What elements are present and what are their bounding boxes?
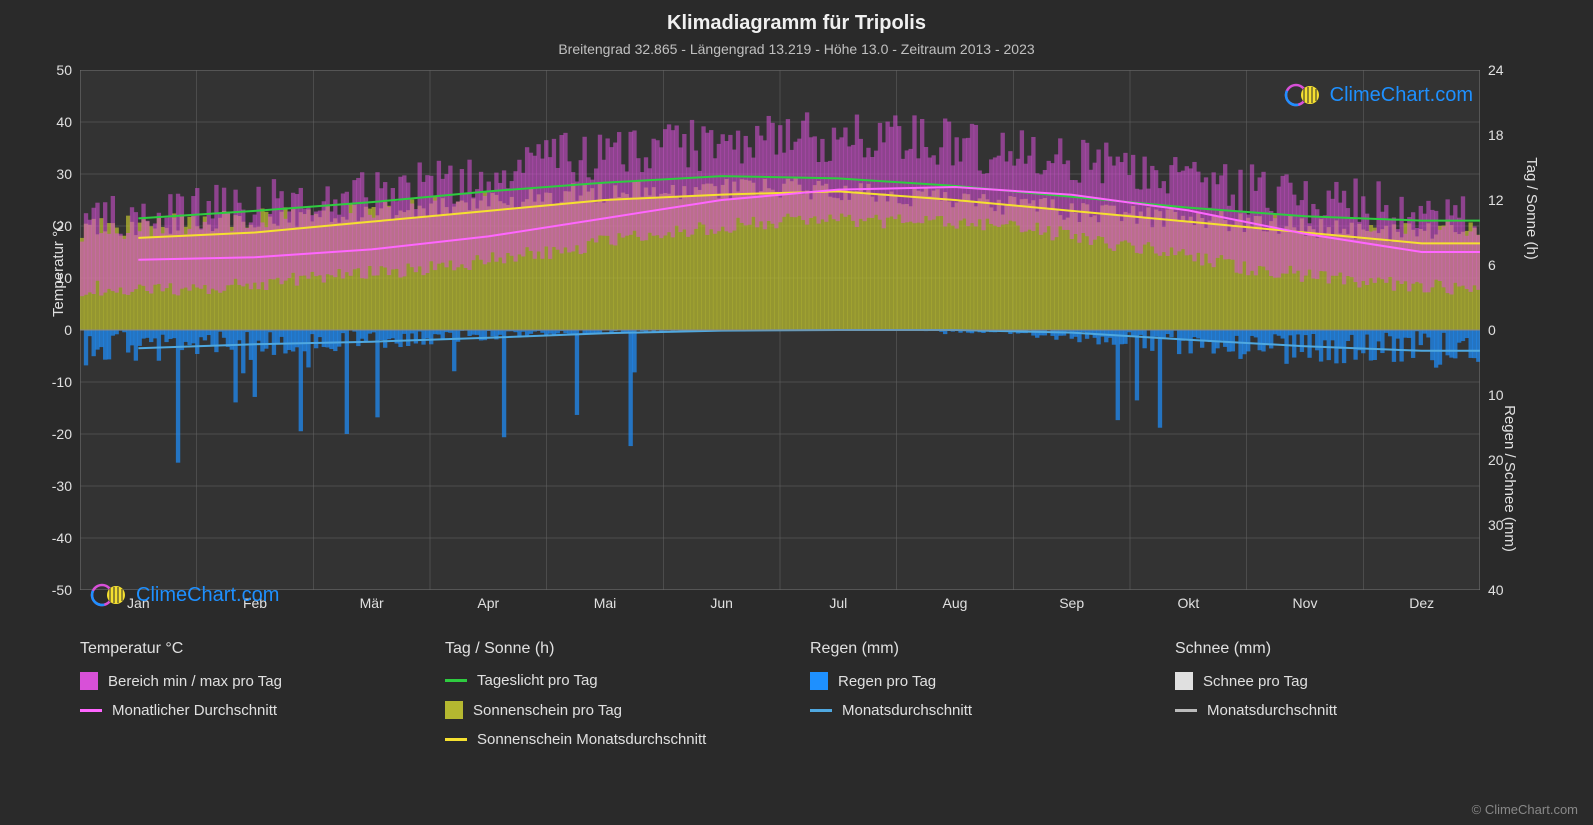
legend-label: Monatlicher Durchschnitt — [112, 702, 277, 719]
legend-item: Monatsdurchschnitt — [810, 702, 1155, 719]
legend-item: Bereich min / max pro Tag — [80, 672, 425, 690]
copyright-text: © ClimeChart.com — [1472, 802, 1578, 817]
chart-title: Klimadiagramm für Tripolis — [0, 0, 1593, 35]
legend-item: Sonnenschein pro Tag — [445, 701, 790, 719]
legend-swatch — [1175, 672, 1193, 690]
legend-col-temperature: Temperatur °C Bereich min / max pro Tag … — [80, 640, 425, 760]
legend-header: Regen (mm) — [810, 640, 1155, 658]
logo-icon — [90, 580, 130, 610]
legend-line-swatch — [1175, 709, 1197, 712]
legend-header: Temperatur °C — [80, 640, 425, 658]
legend-item: Sonnenschein Monatsdurchschnitt — [445, 731, 790, 748]
legend-label: Tageslicht pro Tag — [477, 672, 598, 689]
x-axis: JanFebMärAprMaiJunJulAugSepOktNovDez — [80, 595, 1480, 620]
chart-svg — [80, 70, 1480, 590]
legend-item: Monatlicher Durchschnitt — [80, 702, 425, 719]
legend-label: Monatsdurchschnitt — [1207, 702, 1337, 719]
legend-item: Regen pro Tag — [810, 672, 1155, 690]
legend-col-rain: Regen (mm) Regen pro Tag Monatsdurchschn… — [810, 640, 1155, 760]
watermark-bottom-left: ClimeChart.com — [90, 580, 279, 610]
legend-header: Tag / Sonne (h) — [445, 640, 790, 658]
watermark-top-right: ClimeChart.com — [1284, 80, 1473, 110]
legend-label: Sonnenschein pro Tag — [473, 702, 622, 719]
legend-label: Regen pro Tag — [838, 673, 936, 690]
legend-swatch — [445, 701, 463, 719]
legend-line-swatch — [80, 709, 102, 712]
legend-item: Tageslicht pro Tag — [445, 672, 790, 689]
legend-label: Monatsdurchschnitt — [842, 702, 972, 719]
chart-plot-area — [80, 70, 1480, 590]
y-axis-left: -50-40-30-20-1001020304050 — [30, 70, 80, 590]
legend-line-swatch — [445, 679, 467, 682]
legend: Temperatur °C Bereich min / max pro Tag … — [80, 640, 1520, 760]
legend-swatch — [80, 672, 98, 690]
legend-header: Schnee (mm) — [1175, 640, 1520, 658]
legend-label: Bereich min / max pro Tag — [108, 673, 282, 690]
y-axis-right: 0612182410203040 — [1480, 70, 1530, 590]
chart-subtitle: Breitengrad 32.865 - Längengrad 13.219 -… — [0, 35, 1593, 57]
legend-label: Schnee pro Tag — [1203, 673, 1308, 690]
legend-line-swatch — [445, 738, 467, 741]
watermark-text: ClimeChart.com — [136, 584, 279, 607]
legend-label: Sonnenschein Monatsdurchschnitt — [477, 731, 706, 748]
legend-col-snow: Schnee (mm) Schnee pro Tag Monatsdurchsc… — [1175, 640, 1520, 760]
logo-icon — [1284, 80, 1324, 110]
legend-item: Schnee pro Tag — [1175, 672, 1520, 690]
legend-col-daylight: Tag / Sonne (h) Tageslicht pro Tag Sonne… — [445, 640, 790, 760]
watermark-text: ClimeChart.com — [1330, 84, 1473, 107]
legend-swatch — [810, 672, 828, 690]
legend-line-swatch — [810, 709, 832, 712]
legend-item: Monatsdurchschnitt — [1175, 702, 1520, 719]
